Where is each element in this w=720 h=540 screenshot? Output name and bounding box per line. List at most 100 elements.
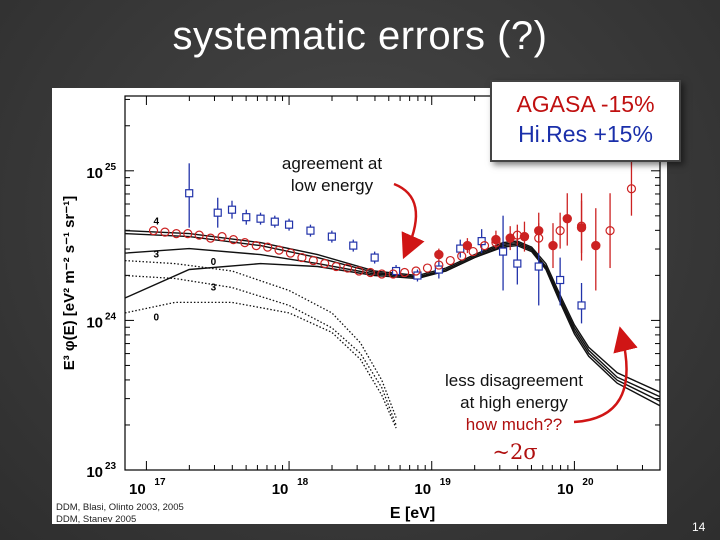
model-curve-dotted — [124, 301, 397, 429]
model-curve-dotted — [124, 259, 397, 418]
hires-point — [327, 232, 336, 241]
x-tick-label: 10 — [129, 481, 146, 498]
agasa-point — [434, 260, 444, 270]
agasa-filled-point — [548, 240, 558, 251]
energy-shift-callout: AGASA -15% Hi.Res +15% — [490, 80, 681, 162]
y-tick-label-exponent: 23 — [105, 461, 117, 472]
agasa-point — [445, 255, 455, 266]
model-curve — [124, 229, 661, 393]
agasa-point — [160, 227, 170, 237]
y-tick-label: 10 — [86, 165, 103, 182]
agasa-point — [365, 267, 375, 278]
agasa-point — [206, 233, 216, 243]
agasa-point — [479, 241, 490, 251]
agasa-point — [320, 258, 330, 269]
agasa-point — [297, 252, 307, 263]
agasa-point — [457, 251, 467, 261]
hires-point — [242, 213, 251, 222]
agasa-point — [308, 255, 318, 266]
y-tick-label-exponent: 25 — [105, 162, 117, 173]
agasa-point — [400, 267, 410, 278]
agasa-filled-point — [505, 233, 515, 243]
hires-point — [513, 259, 522, 268]
hires-point — [185, 189, 194, 198]
y-tick-label-exponent: 24 — [105, 311, 117, 322]
agasa-filled-point — [434, 249, 444, 260]
y-tick-label: 10 — [86, 464, 103, 481]
agasa-point — [263, 242, 273, 252]
agasa-filled-point — [562, 213, 572, 224]
agasa-filled-point — [462, 240, 473, 251]
agasa-point — [194, 230, 204, 240]
hires-shift-label: Hi.Res +15% — [518, 121, 653, 147]
agasa-filled-point — [519, 231, 530, 242]
agasa-point — [228, 235, 239, 245]
x-tick-label-exponent: 20 — [582, 477, 594, 488]
x-axis-label: E [eV] — [390, 505, 435, 522]
high-annotation-line1: less disagreement — [445, 371, 583, 390]
hires-point — [577, 301, 586, 310]
question-annotation: how much?? — [465, 415, 563, 434]
agasa-point — [388, 269, 398, 279]
x-tick-label-exponent: 17 — [154, 477, 166, 488]
high-energy-arrow — [573, 326, 638, 424]
agasa-point — [626, 184, 637, 194]
curve-label: 3 — [154, 250, 160, 261]
hires-point — [556, 275, 565, 285]
curve-label: 4 — [154, 217, 160, 228]
agasa-point — [251, 241, 261, 251]
low-energy-annotation: agreement at low energy — [262, 153, 402, 197]
x-tick-label: 10 — [272, 481, 289, 498]
hires-point — [498, 247, 508, 256]
agasa-point — [342, 263, 353, 273]
axes-layer — [124, 95, 661, 471]
reference-2: DDM, Stanev 2005 — [56, 514, 137, 525]
agasa-point — [240, 238, 250, 248]
agasa-point — [171, 229, 181, 239]
agasa-filled-point — [491, 234, 501, 245]
y-tick-label: 10 — [86, 314, 103, 331]
agasa-filled-point — [591, 240, 601, 251]
agasa-point — [411, 266, 421, 276]
agasa-point — [217, 232, 227, 242]
curve-label: 0 — [211, 257, 217, 268]
agasa-point — [331, 261, 341, 272]
x-tick-label-exponent: 19 — [440, 477, 452, 488]
hires-point — [349, 241, 358, 250]
hires-point — [270, 217, 279, 226]
low-annotation-line2: low energy — [290, 176, 374, 195]
agasa-point — [555, 226, 565, 236]
hires-point — [284, 220, 294, 229]
agasa-point — [183, 229, 193, 239]
hires-point — [256, 214, 265, 223]
x-tick-label: 10 — [414, 481, 431, 498]
low-energy-arrow — [393, 182, 425, 260]
high-annotation-line2: at high energy — [460, 393, 568, 412]
y-axis-label: E³ φ(E) [eV² m⁻² s⁻¹ sr⁻¹] — [61, 196, 78, 371]
hires-point — [306, 226, 315, 235]
agasa-filled-point — [534, 225, 544, 236]
agasa-filled-point — [576, 222, 587, 233]
hires-point — [534, 262, 543, 271]
model-curve-dotted — [124, 274, 397, 426]
high-energy-annotation: less disagreement at high energy how muc… — [424, 370, 604, 436]
agasa-point — [605, 226, 615, 236]
x-tick-label-exponent: 18 — [297, 477, 309, 488]
agasa-point — [468, 246, 478, 257]
sigma-annotation: ~2σ — [492, 440, 538, 464]
hires-point — [413, 271, 422, 280]
agasa-point — [148, 226, 159, 236]
agasa-point — [285, 248, 296, 258]
hires-point — [227, 205, 237, 214]
plot-frame — [124, 95, 661, 471]
agasa-point — [422, 263, 433, 273]
points-layer — [148, 140, 637, 324]
reference-1: DDM, Blasi, Olinto 2003, 2005 — [56, 502, 184, 513]
agasa-point — [274, 245, 284, 255]
arrows-layer — [393, 182, 638, 424]
slide-title: systematic errors (?) — [172, 14, 548, 58]
hires-point — [456, 244, 465, 253]
curve-label: 3 — [211, 282, 217, 293]
